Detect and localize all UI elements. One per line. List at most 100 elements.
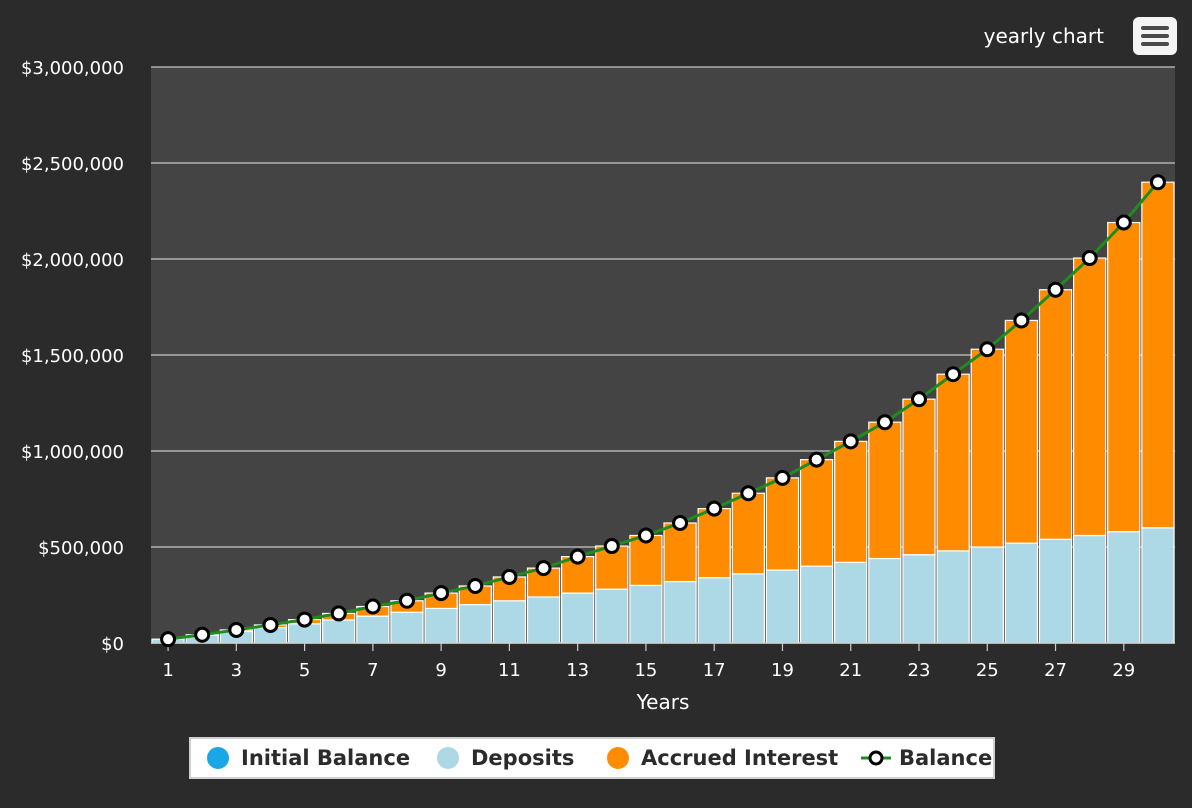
legend-dot-deposits [437, 747, 459, 769]
y-tick-label: $2,500,000 [21, 154, 124, 175]
balance-point [876, 414, 893, 431]
bar-deposits [902, 554, 936, 644]
x-tick-label: 27 [1044, 660, 1067, 681]
x-tick-label: 19 [771, 660, 794, 681]
legend-label: Deposits [471, 746, 575, 770]
legend-item-balance[interactable]: Balance [861, 739, 992, 777]
x-tick-label: 7 [367, 660, 378, 681]
bar-deposits [1004, 542, 1039, 644]
balance-point [296, 611, 313, 628]
bar-deposits [663, 580, 697, 644]
bar-deposits [629, 584, 663, 644]
bar-deposits [697, 577, 731, 644]
x-axis-title: Years [636, 690, 690, 714]
bar-deposits [595, 588, 629, 644]
bar-deposits [1107, 531, 1141, 644]
bar-deposits [1038, 538, 1073, 644]
balance-point [1047, 281, 1064, 298]
balance-point [467, 577, 484, 594]
balance-point [740, 485, 757, 502]
balance-point [535, 560, 552, 577]
balance-point [637, 527, 654, 544]
balance-point [842, 433, 859, 450]
bar-deposits [526, 596, 561, 644]
bar-deposits [390, 611, 424, 644]
x-tick-label: 3 [231, 660, 242, 681]
balance-point [706, 500, 723, 517]
bar-deposits [1141, 527, 1175, 644]
bar-accrued-interest [1107, 221, 1141, 533]
balance-point [1149, 174, 1166, 191]
legend-item-accrued-interest[interactable]: Accrued Interest [607, 739, 838, 777]
bar-deposits [1072, 534, 1107, 644]
x-tick-label: 11 [498, 660, 521, 681]
bar-deposits [731, 573, 765, 644]
balance-point [569, 548, 586, 565]
y-tick-label: $1,500,000 [21, 346, 124, 367]
balance-point [194, 626, 211, 643]
bar-deposits [970, 546, 1004, 644]
balance-point [774, 469, 791, 486]
x-tick-label: 21 [839, 660, 862, 681]
bar-accrued-interest [731, 492, 765, 575]
y-tick-label: $0 [101, 634, 124, 655]
x-tick-label: 9 [435, 660, 446, 681]
balance-point [979, 341, 996, 358]
x-tick-label: 17 [703, 660, 726, 681]
bar-deposits [424, 607, 458, 644]
y-tick-label: $3,000,000 [21, 58, 124, 79]
balance-point [1081, 250, 1098, 267]
balance-point [1115, 214, 1132, 231]
x-tick-label: 5 [299, 660, 310, 681]
x-tick-label: 29 [1112, 660, 1135, 681]
balance-point [364, 598, 381, 615]
bar-deposits [492, 600, 527, 644]
bar-deposits [560, 592, 595, 644]
bar-accrued-interest [902, 398, 936, 556]
bar-accrued-interest [799, 459, 834, 567]
bar-accrued-interest [936, 373, 970, 552]
balance-point [672, 515, 689, 531]
legend: Initial Balance Deposits Accrued Interes… [189, 737, 995, 779]
chart-title: yearly chart [983, 24, 1104, 48]
bar-deposits [799, 565, 834, 644]
bar-accrued-interest [1004, 319, 1039, 544]
legend-item-initial-balance[interactable]: Initial Balance [207, 739, 410, 777]
bar-accrued-interest [1038, 289, 1073, 540]
legend-dot-accrued-interest [607, 747, 629, 769]
balance-point [433, 585, 450, 602]
legend-line-marker-balance [861, 750, 891, 766]
x-tick-label: 23 [908, 660, 931, 681]
balance-point [501, 568, 518, 585]
bar-deposits [834, 561, 868, 644]
bar-accrued-interest [970, 348, 1004, 548]
balance-point [160, 631, 177, 648]
bar-deposits [458, 603, 492, 644]
bar-accrued-interest [629, 534, 663, 586]
bar-deposits [765, 569, 800, 644]
bar-accrued-interest [1141, 181, 1175, 529]
bar-accrued-interest [697, 508, 731, 579]
y-tick-label: $2,000,000 [21, 250, 124, 271]
balance-point [399, 592, 415, 609]
legend-label: Accrued Interest [641, 746, 839, 770]
menu-button[interactable] [1133, 17, 1177, 55]
legend-dot-initial-balance [207, 747, 229, 769]
balance-point [1013, 312, 1030, 329]
hamburger-menu-icon [1141, 26, 1169, 30]
bar-deposits [936, 550, 970, 644]
legend-label: Balance [899, 746, 993, 770]
legend-item-deposits[interactable]: Deposits [437, 739, 574, 777]
x-tick-label: 25 [976, 660, 999, 681]
bar-accrued-interest [868, 421, 902, 560]
legend-label: Initial Balance [241, 746, 411, 770]
y-tick-label: $1,000,000 [21, 442, 124, 463]
bar-deposits [868, 557, 902, 644]
balance-point [603, 538, 620, 555]
bar-accrued-interest [834, 440, 868, 563]
balance-point [808, 451, 825, 468]
x-tick-label: 15 [634, 660, 657, 681]
balance-point [945, 366, 962, 383]
